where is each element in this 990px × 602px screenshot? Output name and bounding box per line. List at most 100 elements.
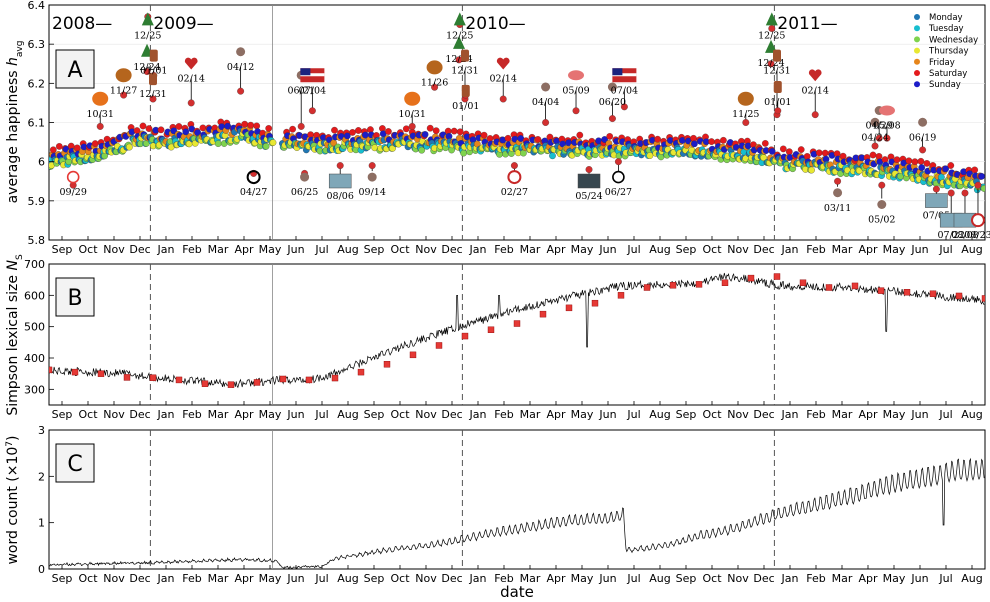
glove-icon xyxy=(300,172,310,182)
happiness-point xyxy=(768,148,776,155)
annotation-date: 09/14 xyxy=(358,187,385,198)
monthly-average-marker xyxy=(253,379,261,386)
x-tick-label: Aug xyxy=(961,408,982,421)
x-tick-label: Sep xyxy=(364,408,385,421)
panel-b-y-ticks: 300 400 500 600 700 xyxy=(24,258,54,396)
monthly-average-marker xyxy=(747,274,755,282)
x-tick-label: Sep xyxy=(52,243,73,256)
x-tick-label: Jan xyxy=(469,408,487,421)
x-tick-label: Feb xyxy=(494,243,513,256)
happiness-point xyxy=(343,132,351,140)
x-tick-label: Jul xyxy=(938,243,952,256)
happiness-point xyxy=(923,160,931,167)
annotation-point xyxy=(742,119,750,126)
annotation-date: 02/14 xyxy=(490,74,517,85)
heart-icon xyxy=(184,57,198,70)
annotation-date: 04/29 xyxy=(865,121,892,132)
x-tick-label: Apr xyxy=(546,572,566,585)
annotation-point xyxy=(143,68,151,76)
happiness-point xyxy=(761,140,769,147)
annotation-date: 09/29 xyxy=(59,187,86,198)
x-tick-label: Jun xyxy=(286,243,304,256)
monthly-average-marker xyxy=(97,370,105,377)
happiness-point xyxy=(262,142,270,150)
annotation-point xyxy=(187,99,195,107)
y-tick-label: 6.2 xyxy=(28,77,46,90)
figure-icon xyxy=(877,200,887,209)
year-label: 2010— xyxy=(465,14,525,34)
annotation-date: 12/31 xyxy=(451,66,478,77)
monthly-average-marker xyxy=(227,381,235,388)
happiness-point xyxy=(421,131,429,138)
x-tick-label: May xyxy=(883,572,906,585)
target-icon xyxy=(970,213,985,228)
monthly-average-marker xyxy=(487,326,495,333)
happiness-point xyxy=(175,123,183,130)
monthly-average-marker xyxy=(201,380,209,387)
happiness-point xyxy=(797,146,805,153)
annotation-date: 05/08 xyxy=(873,121,900,132)
x-tick-label: Jan xyxy=(469,243,487,256)
legend-marker xyxy=(914,36,920,43)
x-tick-label: Dec xyxy=(441,572,462,585)
happiness-point xyxy=(182,128,190,136)
x-tick-label: Apr xyxy=(858,572,878,585)
happiness-point xyxy=(691,140,698,148)
barrel-icon xyxy=(773,49,781,62)
monthly-average-marker xyxy=(851,282,859,290)
panel-b-letter-box xyxy=(55,277,95,317)
annotation-point xyxy=(608,115,616,123)
monthly-average-marker xyxy=(461,332,469,340)
happiness-point xyxy=(91,140,99,147)
tree-icon xyxy=(765,12,778,26)
annotation-point xyxy=(237,87,245,95)
sign-icon xyxy=(577,173,601,189)
target-icon xyxy=(507,170,522,185)
wave-icon xyxy=(833,188,843,198)
happiness-point xyxy=(606,133,614,140)
x-tick-label: May xyxy=(883,408,906,421)
x-tick-label: Mar xyxy=(208,408,229,421)
x-tick-label: Feb xyxy=(806,408,825,421)
happiness-point xyxy=(947,162,955,169)
happiness-point xyxy=(520,149,527,157)
annotation-point xyxy=(961,189,969,197)
x-tick-label: Mar xyxy=(520,408,541,421)
legend-label: Saturday xyxy=(929,69,967,79)
annotation-date: 06/19 xyxy=(909,132,936,143)
happiness-point xyxy=(456,128,464,136)
happiness-point xyxy=(385,128,392,135)
x-tick-label: Oct xyxy=(78,243,98,256)
x-tick-label: Jul xyxy=(626,243,640,256)
pumpkin-icon xyxy=(404,91,421,106)
annotation-date: 06/20 xyxy=(599,97,626,108)
x-tick-label: Mar xyxy=(520,572,541,585)
x-tick-label: Oct xyxy=(78,572,98,585)
annotation-date: 08/23 xyxy=(964,230,990,241)
happiness-point xyxy=(549,152,556,160)
monthly-average-marker xyxy=(825,284,833,291)
x-tick-label: Oct xyxy=(702,243,722,256)
annotation-date: 04/27 xyxy=(240,187,267,198)
happiness-point xyxy=(808,166,815,174)
x-tick-label: Jun xyxy=(910,408,928,421)
photo-icon xyxy=(328,173,352,189)
happiness-point xyxy=(504,134,512,142)
annotation-date: 01/01 xyxy=(764,97,791,108)
legend-marker xyxy=(914,14,920,20)
monthly-average-marker xyxy=(383,361,391,368)
happiness-point xyxy=(480,131,488,139)
y-tick-label: 700 xyxy=(24,258,45,271)
annotation-date: 05/24 xyxy=(575,191,602,202)
barrel-icon xyxy=(773,81,782,93)
x-tick-label: Apr xyxy=(546,408,566,421)
year-labels: 2008— 2009— 2010— 2011— xyxy=(52,14,838,34)
annotation-point xyxy=(767,60,775,68)
x-tick-label: Jul xyxy=(938,572,952,585)
x-tick-label: Jun xyxy=(286,572,304,585)
happiness-point xyxy=(432,127,440,135)
photo-icon xyxy=(925,193,948,208)
y-tick-label: 6.1 xyxy=(28,117,46,130)
y-tick-label: 6.4 xyxy=(28,0,46,12)
